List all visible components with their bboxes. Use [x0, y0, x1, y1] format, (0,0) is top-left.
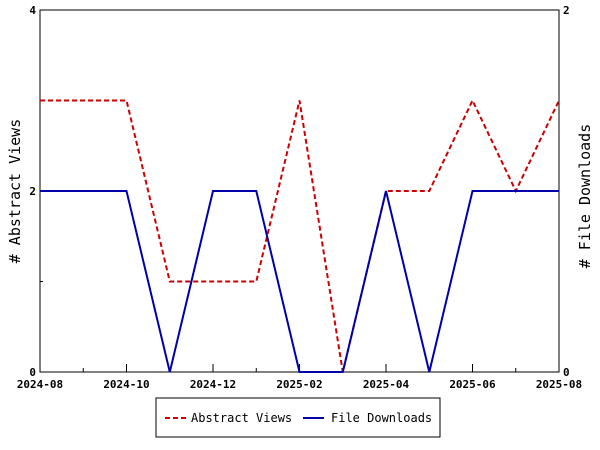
x-tick-label: 2025-02 — [276, 378, 322, 391]
series-group — [40, 98, 560, 373]
y-left-tick-label: 2 — [29, 185, 36, 198]
y-right-tick-label: 0 — [563, 366, 570, 379]
y-right-tick-label: 2 — [563, 4, 570, 17]
legend-box — [155, 397, 441, 438]
x-tick-label: 2024-12 — [190, 378, 236, 391]
x-tick-label: 2024-08 — [17, 378, 63, 391]
series-line-file-downloads — [40, 190, 559, 373]
series-line-abstract-views — [40, 98, 560, 373]
y-axis-right-title: # File Downloads — [576, 124, 594, 269]
ticks-group: 2024-08 2024-10 2024-12 2025-02 2025-04 2025-… — [17, 4, 582, 391]
legend-label-file-downloads: File Downloads — [331, 411, 432, 425]
y-left-tick-label: 4 — [29, 4, 36, 17]
legend-label-abstract-views: Abstract Views — [191, 411, 292, 425]
x-tick-label: 2025-04 — [363, 378, 410, 391]
x-tick-label: 2024-10 — [103, 378, 149, 391]
x-tick-label: 2025-06 — [449, 378, 496, 391]
y-left-tick-label: 0 — [29, 366, 36, 379]
y-axis-left-title: # Abstract Views — [6, 119, 24, 264]
x-tick-label: 2025-08 — [536, 378, 582, 391]
legend: Abstract Views File Downloads — [155, 397, 441, 438]
